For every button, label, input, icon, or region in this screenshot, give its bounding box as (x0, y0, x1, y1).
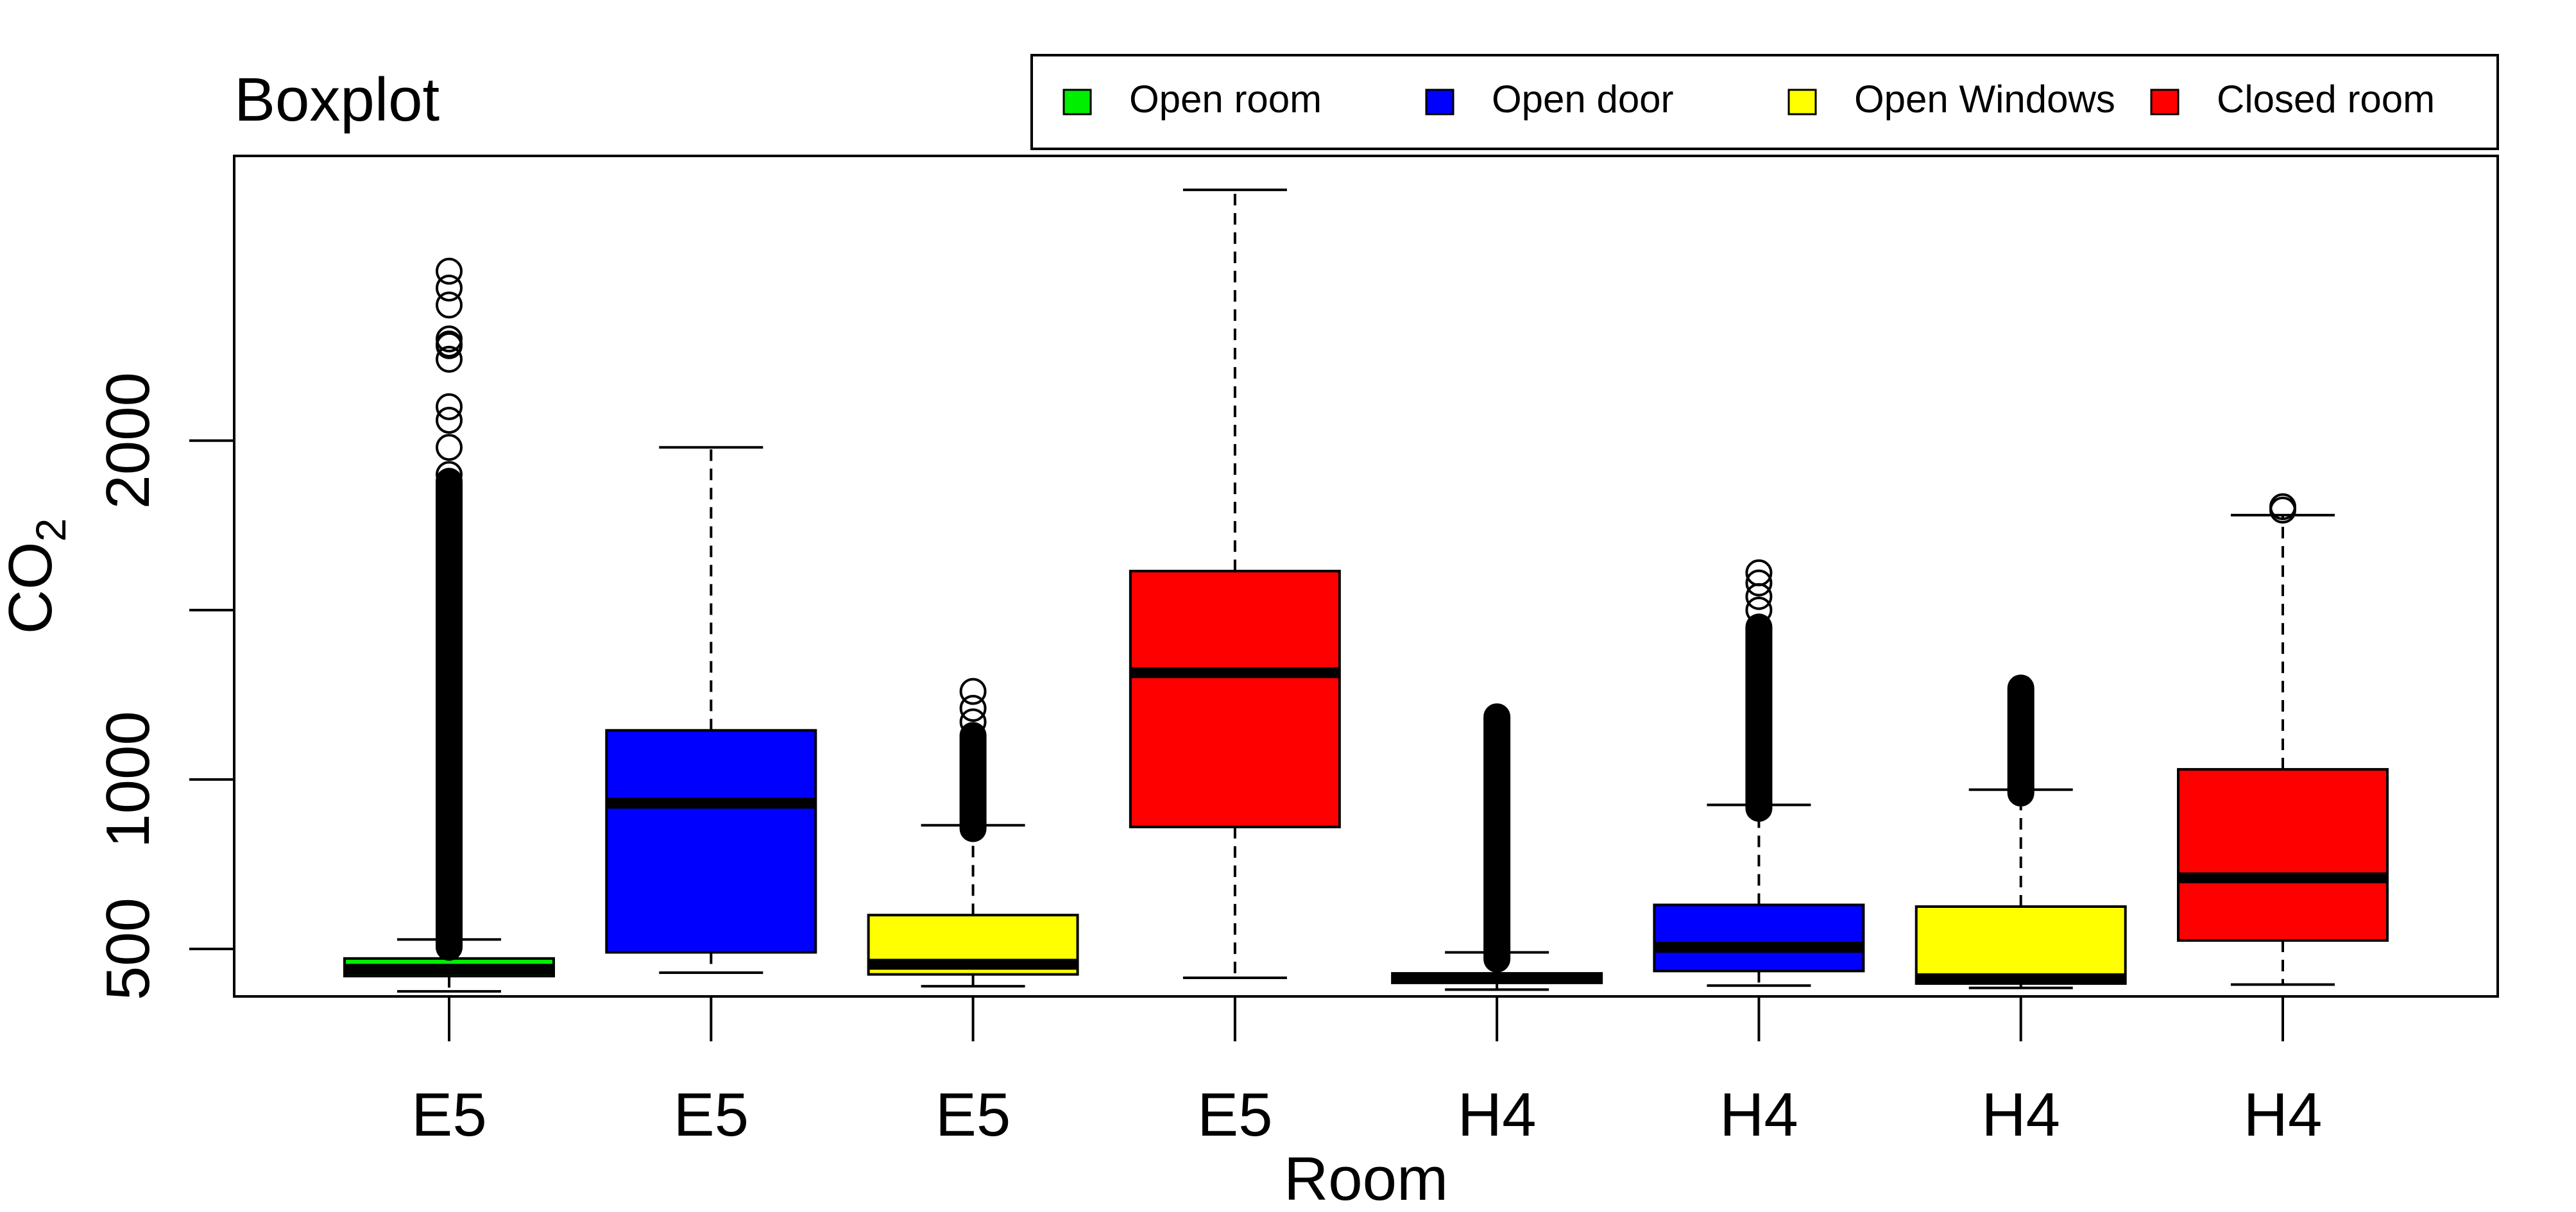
legend-swatch (1062, 89, 1092, 115)
outlier-point (959, 678, 987, 705)
y-tick-label: 1000 (94, 711, 162, 848)
y-axis: 500 1000 2000 (94, 372, 235, 1000)
box-body (605, 729, 817, 954)
box-group (605, 446, 817, 975)
box-group (1391, 703, 1603, 991)
legend-label: Open Windows (1854, 78, 2115, 121)
x-axis-title: Room (1284, 1145, 1448, 1212)
outlier-point (436, 275, 463, 302)
legend-label: Open room (1129, 78, 1322, 121)
y-axis-title-main: CO (0, 542, 65, 634)
x-tick-label: H4 (1981, 1080, 2060, 1149)
y-tick-label: 2000 (94, 372, 162, 509)
outlier-point (959, 708, 987, 736)
x-tick-label: H4 (1458, 1080, 1537, 1149)
box-body (1915, 905, 2127, 985)
outlier-point (436, 291, 463, 319)
x-tick-label: E5 (411, 1080, 486, 1149)
outlier-point (1745, 583, 1773, 610)
legend-swatch (1425, 89, 1454, 115)
x-tick-label: H4 (2244, 1080, 2323, 1149)
box-group (1653, 559, 1865, 987)
plot-frame (233, 155, 2499, 998)
box-group (343, 257, 555, 993)
box-body (1129, 570, 1341, 828)
legend-label: Closed room (2217, 78, 2435, 121)
box-body (2177, 768, 2389, 942)
outlier-point (436, 434, 463, 461)
outlier-point (959, 695, 987, 722)
outlier-point (1745, 569, 1773, 597)
outlier-point (436, 393, 463, 420)
outlier-point (1745, 596, 1773, 624)
x-axis: E5 E5 E5 E5 H4 H4 H4 H4 (411, 995, 2323, 1149)
x-tick-label: H4 (1719, 1080, 1798, 1149)
outlier-point (436, 332, 463, 359)
x-tick-label: E5 (674, 1080, 749, 1149)
legend: Open room Open door Open Windows Closed roo… (1030, 54, 2499, 150)
outlier-point (436, 257, 463, 285)
y-tick-label: 500 (94, 898, 162, 1000)
legend-frame (1030, 54, 2499, 150)
legend-swatch (2150, 89, 2179, 115)
y-axis-title: CO2 (0, 518, 74, 635)
y-axis-title-subscript: 2 (27, 518, 74, 542)
legend-swatch (1787, 89, 1817, 115)
boxes-layer (343, 188, 2389, 993)
box-group (1129, 188, 1341, 979)
outlier-point (436, 461, 463, 488)
x-tick-label: E5 (935, 1080, 1011, 1149)
box-group (2177, 493, 2389, 986)
legend-label: Open door (1492, 78, 1674, 121)
chart-title: Boxplot (234, 65, 439, 134)
box-group (867, 678, 1079, 988)
outlier-point (2269, 496, 2296, 524)
outlier-point (436, 407, 463, 434)
box-group (1915, 674, 2127, 989)
x-tick-label: E5 (1197, 1080, 1272, 1149)
box-body (1653, 903, 1865, 973)
outlier-point (436, 345, 463, 373)
